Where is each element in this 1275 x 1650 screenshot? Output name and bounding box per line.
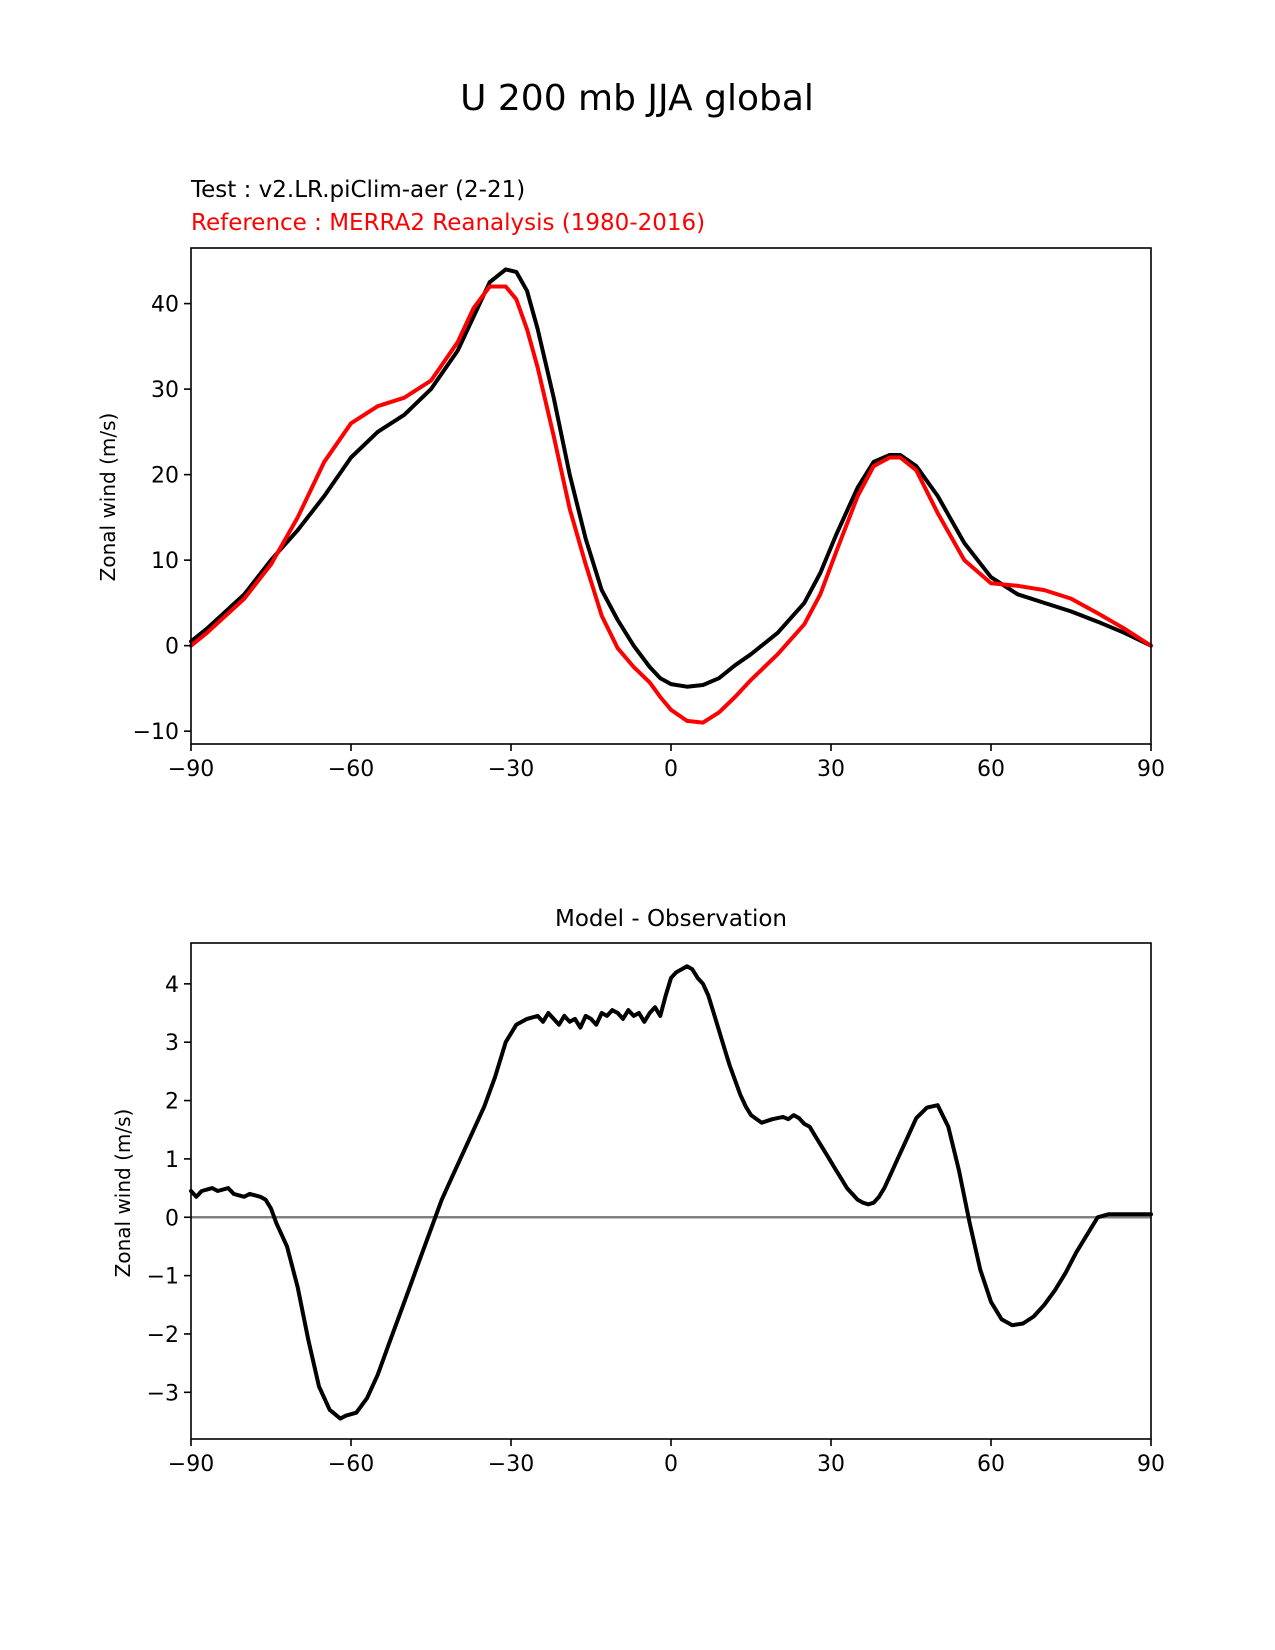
difference-title: Model - Observation	[555, 906, 787, 932]
x-tick-label: −90	[168, 1452, 214, 1477]
x-tick-label: −30	[488, 1452, 534, 1477]
x-tick-label: 30	[817, 1452, 845, 1477]
y-tick-label: 0	[165, 635, 179, 660]
test-series-line	[189, 267, 1153, 689]
y-tick-label: −1	[147, 1265, 179, 1290]
reference-label: Reference : MERRA2 Reanalysis (1980-2016…	[191, 210, 705, 236]
x-tick-label: −60	[328, 757, 374, 782]
x-tick-label: 60	[977, 1452, 1005, 1477]
x-tick-label: 30	[817, 757, 845, 782]
x-tick-label: 60	[977, 757, 1005, 782]
y-tick-label: 4	[165, 973, 179, 998]
y-tick-label: −10	[133, 720, 179, 745]
y-tick-label: −2	[147, 1323, 179, 1348]
x-tick-label: −30	[488, 757, 534, 782]
y-tick-label: −3	[147, 1381, 179, 1406]
y-tick-label: 2	[165, 1090, 179, 1115]
reference-series-line	[189, 284, 1153, 725]
y-tick-label: 20	[151, 464, 179, 489]
panel-bottom-difference: Model - Observation Zonal wind (m/s) −90…	[111, 906, 1165, 1477]
y-tick-label: 10	[151, 549, 179, 574]
y-tick-label: 1	[165, 1148, 179, 1173]
plot-frame	[190, 942, 1152, 1440]
x-tick-label: 90	[1137, 1452, 1165, 1477]
x-tick-label: 0	[664, 757, 678, 782]
panel-top-comparison: Test : v2.LR.piClim-aer (2-21) Reference…	[96, 177, 1165, 782]
y-axis-label-bottom: Zonal wind (m/s)	[111, 1109, 135, 1278]
y-axis-label-top: Zonal wind (m/s)	[96, 413, 120, 582]
y-tick-label: 3	[165, 1031, 179, 1056]
x-tick-label: −90	[168, 757, 214, 782]
x-tick-label: 0	[664, 1452, 678, 1477]
x-tick-label: −60	[328, 1452, 374, 1477]
y-tick-label: 40	[151, 293, 179, 318]
y-tick-label: 0	[165, 1206, 179, 1231]
plot-frame	[190, 247, 1152, 745]
x-tick-label: 90	[1137, 757, 1165, 782]
figure-title: U 200 mb JJA global	[460, 78, 814, 119]
difference-series-line	[189, 964, 1153, 1421]
test-label: Test : v2.LR.piClim-aer (2-21)	[190, 177, 525, 203]
y-tick-label: 30	[151, 378, 179, 403]
